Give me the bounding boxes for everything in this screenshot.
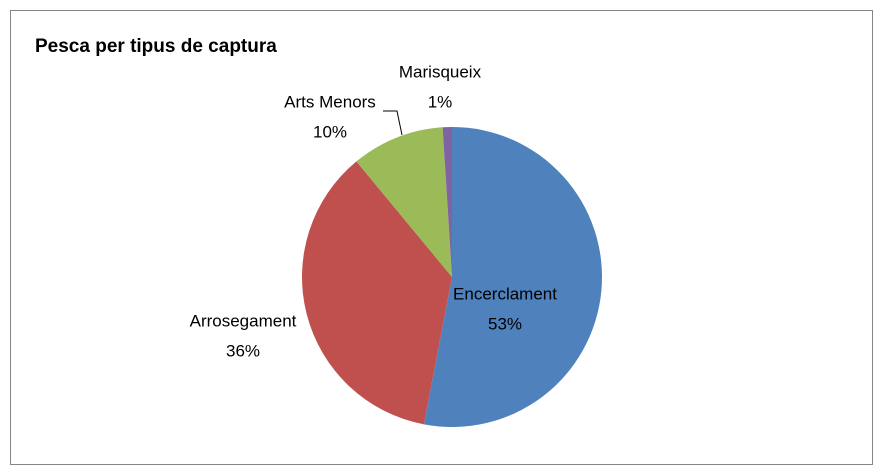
chart-title: Pesca per tipus de captura: [35, 36, 277, 57]
value-label: 1%: [428, 92, 453, 111]
pie-slice: [302, 161, 452, 425]
slice-label: Arrosegament: [190, 311, 297, 330]
value-label: 53%: [488, 314, 522, 333]
slice-label: Marisqueix: [399, 62, 482, 81]
pie-slice: [356, 127, 452, 277]
pie-slice: [423, 127, 602, 427]
pie-slice: [442, 127, 452, 277]
value-label: 10%: [313, 122, 347, 141]
value-label: 36%: [226, 341, 260, 360]
leader-line: [383, 110, 403, 136]
slice-label: Arts Menors: [284, 92, 376, 111]
slice-label: Encerclament: [453, 284, 557, 303]
